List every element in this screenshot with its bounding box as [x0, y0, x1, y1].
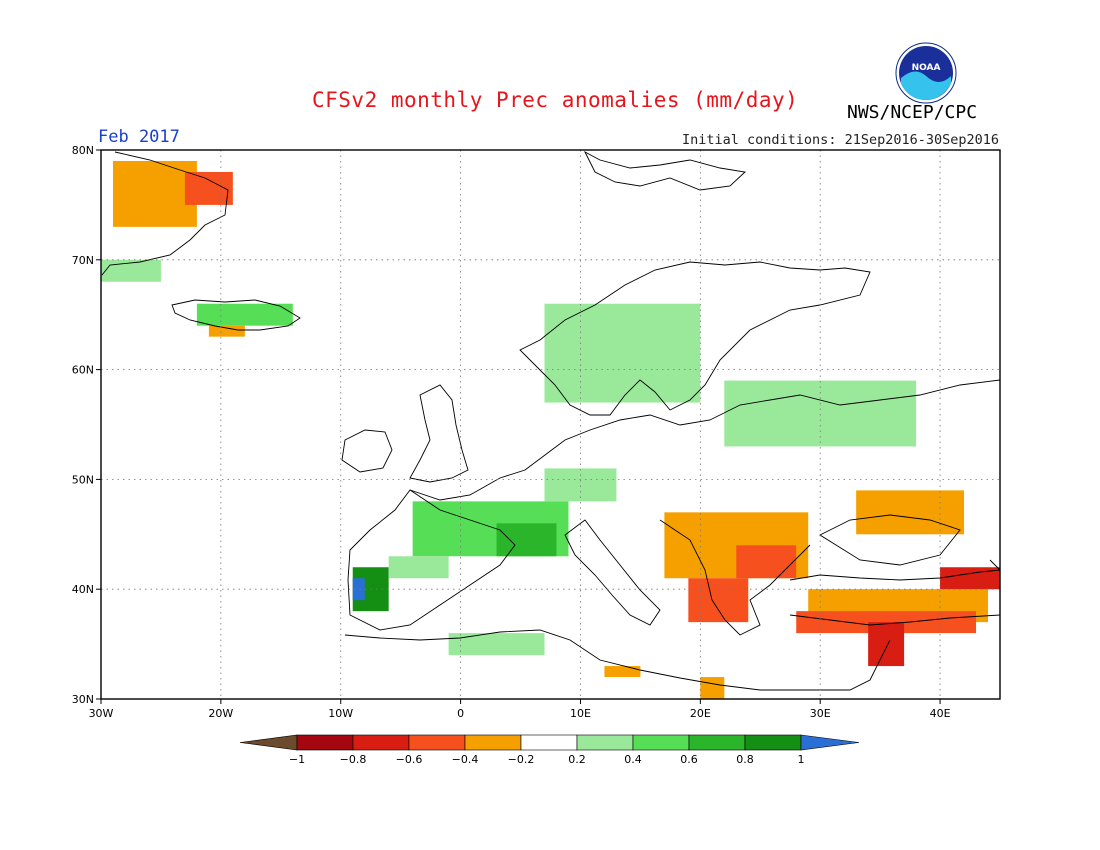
logo-text: NOAA — [912, 63, 941, 73]
colorbar-label: 0.8 — [736, 753, 754, 766]
lon-tick-label: 10E — [570, 707, 591, 720]
map-frame — [100, 149, 1001, 700]
graticule — [101, 150, 1000, 699]
anomaly-region — [544, 303, 701, 403]
lon-tick-label: 30E — [810, 707, 831, 720]
colorbar-swatch — [352, 734, 410, 751]
anomaly-region — [868, 622, 905, 667]
anomaly-region — [688, 578, 749, 623]
initial-conditions: Initial conditions: 21Sep2016-30Sep2016 — [682, 132, 999, 148]
colorbar-swatch — [576, 734, 634, 751]
colorbar-label: 0.4 — [624, 753, 642, 766]
colorbar-label: −0.6 — [396, 753, 423, 766]
lon-tick-label: 20W — [208, 707, 233, 720]
anomaly-region — [352, 578, 365, 601]
colorbar-swatch — [744, 734, 802, 751]
colorbar-min-arrow — [239, 734, 298, 751]
anomaly-region — [604, 666, 641, 678]
colorbar: −1 −0.8 −0.6 −0.4 −0.2 0.2 0.4 0.6 0.8 1 — [239, 734, 860, 766]
longitude-labels: 30W 20W 10W 0 10E 20E 30E 40E — [89, 699, 951, 720]
lat-tick-label: 70N — [72, 254, 94, 267]
lat-tick-label: 60N — [72, 364, 94, 377]
colorbar-swatch — [520, 734, 578, 751]
lon-tick-label: 20E — [690, 707, 711, 720]
anomaly-region — [544, 468, 617, 502]
lon-tick-label: 40E — [930, 707, 951, 720]
lat-tick-label: 30N — [72, 693, 94, 706]
colorbar-label: −1 — [289, 753, 305, 766]
anomaly-region — [101, 259, 161, 282]
colorbar-swatch — [632, 734, 690, 751]
colorbar-swatch — [688, 734, 746, 751]
lon-tick-label: 0 — [457, 707, 464, 720]
agency-label: NWS/NCEP/CPC — [847, 102, 978, 123]
lat-tick-label: 80N — [72, 144, 94, 157]
lon-tick-label: 30W — [89, 707, 114, 720]
noaa-logo-icon: NOAA — [895, 42, 957, 104]
anomaly-region — [496, 523, 557, 557]
colorbar-max-arrow — [800, 734, 860, 751]
chart-title: CFSv2 monthly Prec anomalies (mm/day) — [312, 88, 799, 112]
anomaly-region — [700, 677, 725, 699]
lat-tick-label: 40N — [72, 583, 94, 596]
anomaly-layer — [101, 160, 1000, 699]
colorbar-label: 1 — [798, 753, 805, 766]
colorbar-swatch — [464, 734, 522, 751]
colorbar-label: 0.2 — [568, 753, 586, 766]
anomaly-region — [196, 303, 293, 326]
forecast-period: Feb 2017 — [98, 127, 180, 147]
colorbar-label: −0.4 — [452, 753, 479, 766]
anomaly-region — [736, 545, 797, 579]
colorbar-label: 0.6 — [680, 753, 698, 766]
colorbar-swatch — [296, 734, 354, 751]
anomaly-region — [208, 325, 245, 337]
anomaly-region — [112, 160, 197, 227]
lat-tick-label: 50N — [72, 473, 94, 486]
lon-tick-label: 10W — [328, 707, 353, 720]
anomaly-region — [940, 567, 1000, 590]
colorbar-label: −0.2 — [508, 753, 535, 766]
latitude-labels: 80N 70N 60N 50N 40N 30N — [72, 144, 101, 706]
anomaly-region — [856, 490, 965, 535]
anomaly-region — [448, 633, 545, 656]
anomaly-region — [388, 556, 449, 579]
anomaly-region — [724, 380, 917, 447]
colorbar-label: −0.8 — [340, 753, 367, 766]
colorbar-swatch — [408, 734, 466, 751]
